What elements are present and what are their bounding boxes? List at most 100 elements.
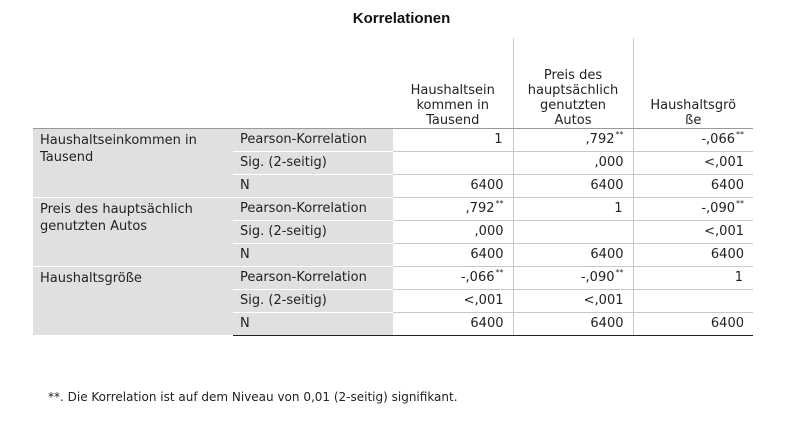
- table-cell: <,001: [632, 220, 753, 244]
- significance-marker: **: [495, 268, 504, 277]
- table-cell: [512, 220, 633, 244]
- table-row: Haushaltseinkommen in Tausend Pearson-Ko…: [33, 128, 753, 198]
- significance-marker: **: [615, 130, 624, 139]
- table-cell: 1: [512, 197, 633, 221]
- table-cell: -,066**: [393, 266, 513, 290]
- stat-label: Sig. (2-seitig): [233, 289, 393, 313]
- column-header-line: Autos: [554, 112, 592, 128]
- table-cell: 6400: [393, 312, 513, 336]
- table-cell: 6400: [632, 243, 753, 267]
- stat-label: Pearson-Korrelation: [233, 266, 393, 290]
- cell-value: ,792: [465, 201, 495, 216]
- column-header-haushaltsgroesse: Haushaltsgrö ße: [632, 38, 753, 129]
- table-cell: 6400: [512, 312, 633, 336]
- column-header-line: Haushaltsgrö: [650, 97, 737, 113]
- column-header-line: hauptsächlich: [527, 82, 619, 98]
- table-cell: 6400: [393, 243, 513, 267]
- cell-value: ,000: [474, 224, 504, 239]
- footnote: **. Die Korrelation ist auf dem Niveau v…: [48, 390, 458, 404]
- row-group-label-line: Haushaltseinkommen in: [40, 132, 197, 148]
- table-row: Sig. (2-seitig) <,001 <,001: [33, 289, 753, 313]
- table-row: N 6400 6400 6400: [33, 174, 753, 198]
- cell-value: ,000: [594, 155, 624, 170]
- table-cell: [393, 151, 513, 175]
- column-header-line: Haushaltsein: [410, 82, 495, 98]
- table-cell: 1: [632, 266, 753, 290]
- table-cell: ,792**: [393, 197, 513, 221]
- table-cell: -,090**: [512, 266, 633, 290]
- table-row: N 6400 6400 6400: [33, 312, 753, 336]
- column-header-line: Tausend: [426, 112, 480, 128]
- table-cell: 1: [393, 128, 513, 152]
- table-cell: 6400: [632, 312, 753, 336]
- cell-value: <,001: [583, 293, 624, 308]
- table-cell: ,000: [393, 220, 513, 244]
- header-stub-rowlabel: [33, 38, 233, 129]
- cell-value: 6400: [710, 247, 744, 262]
- table-cell: -,066**: [632, 128, 753, 152]
- cell-value: <,001: [704, 155, 744, 170]
- stat-label: Pearson-Korrelation: [233, 197, 393, 221]
- cell-value: 1: [494, 132, 503, 147]
- stat-label: Pearson-Korrelation: [233, 128, 393, 152]
- row-group-label-line: Tausend: [40, 149, 94, 165]
- cell-value: 6400: [710, 316, 744, 331]
- cell-value: -,090: [701, 201, 735, 216]
- row-group-label-line: Preis des hauptsächlich: [40, 201, 193, 217]
- table-cell: 6400: [393, 174, 513, 198]
- header-row: Haushaltsein kommen in Tausend Preis des…: [33, 38, 753, 129]
- cell-value: -,090: [580, 270, 615, 285]
- cell-value: 6400: [710, 178, 744, 193]
- cell-value: 6400: [590, 247, 624, 262]
- cell-value: 1: [734, 270, 743, 285]
- column-header-einkommen: Haushaltsein kommen in Tausend: [393, 38, 513, 129]
- table-row: N 6400 6400 6400: [33, 243, 753, 267]
- table-cell: 6400: [512, 174, 633, 198]
- table-row: Sig. (2-seitig) ,000 <,001: [33, 151, 753, 175]
- column-header-line: ße: [685, 112, 702, 128]
- cell-value: 6400: [470, 247, 504, 262]
- column-header-line: Preis des: [543, 67, 603, 83]
- significance-marker: **: [736, 130, 744, 139]
- column-header-autopreis: Preis des hauptsächlich genutzten Autos: [512, 38, 633, 129]
- table-cell: <,001: [512, 289, 633, 313]
- table-cell: ,000: [512, 151, 633, 175]
- cell-value: 6400: [470, 316, 504, 331]
- cell-value: 6400: [590, 316, 624, 331]
- stat-label: N: [233, 174, 393, 198]
- significance-marker: **: [615, 268, 624, 277]
- stat-label: N: [233, 312, 393, 336]
- cell-value: <,001: [704, 224, 744, 239]
- table-cell: 6400: [512, 243, 633, 267]
- cell-value: 6400: [590, 178, 624, 193]
- column-header-line: genutzten: [540, 97, 606, 113]
- stat-label: Sig. (2-seitig): [233, 220, 393, 244]
- stat-label: N: [233, 243, 393, 267]
- cell-value: 6400: [470, 178, 504, 193]
- row-group-label-einkommen: Haushaltseinkommen in Tausend: [33, 128, 233, 198]
- table-cell: 6400: [632, 174, 753, 198]
- table-cell: <,001: [393, 289, 513, 313]
- cell-value: ,792: [585, 132, 615, 147]
- cell-value: <,001: [463, 293, 504, 308]
- column-header-line: kommen in: [416, 97, 490, 113]
- table-row: Haushaltsgröße Pearson-Korrelation -,066…: [33, 266, 753, 336]
- row-group-label-haushaltsgroesse: Haushaltsgröße: [33, 266, 233, 336]
- row-group-label-line: Haushaltsgröße: [40, 270, 142, 286]
- table-cell: <,001: [632, 151, 753, 175]
- table-row: Preis des hauptsächlich genutzten Autos …: [33, 197, 753, 267]
- correlation-table: Haushaltsein kommen in Tausend Preis des…: [33, 38, 753, 336]
- table-cell: ,792**: [512, 128, 633, 152]
- table-title: Korrelationen: [352, 10, 451, 27]
- cell-value: -,066: [460, 270, 495, 285]
- row-group-label-line: genutzten Autos: [40, 218, 148, 234]
- significance-marker: **: [495, 199, 504, 208]
- cell-value: -,066: [701, 132, 735, 147]
- stat-label: Sig. (2-seitig): [233, 151, 393, 175]
- table-cell: [632, 289, 753, 313]
- table-cell: -,090**: [632, 197, 753, 221]
- cell-value: 1: [614, 201, 623, 216]
- significance-marker: **: [736, 199, 744, 208]
- row-group-label-autopreis: Preis des hauptsächlich genutzten Autos: [33, 197, 233, 267]
- table-row: Sig. (2-seitig) ,000 <,001: [33, 220, 753, 244]
